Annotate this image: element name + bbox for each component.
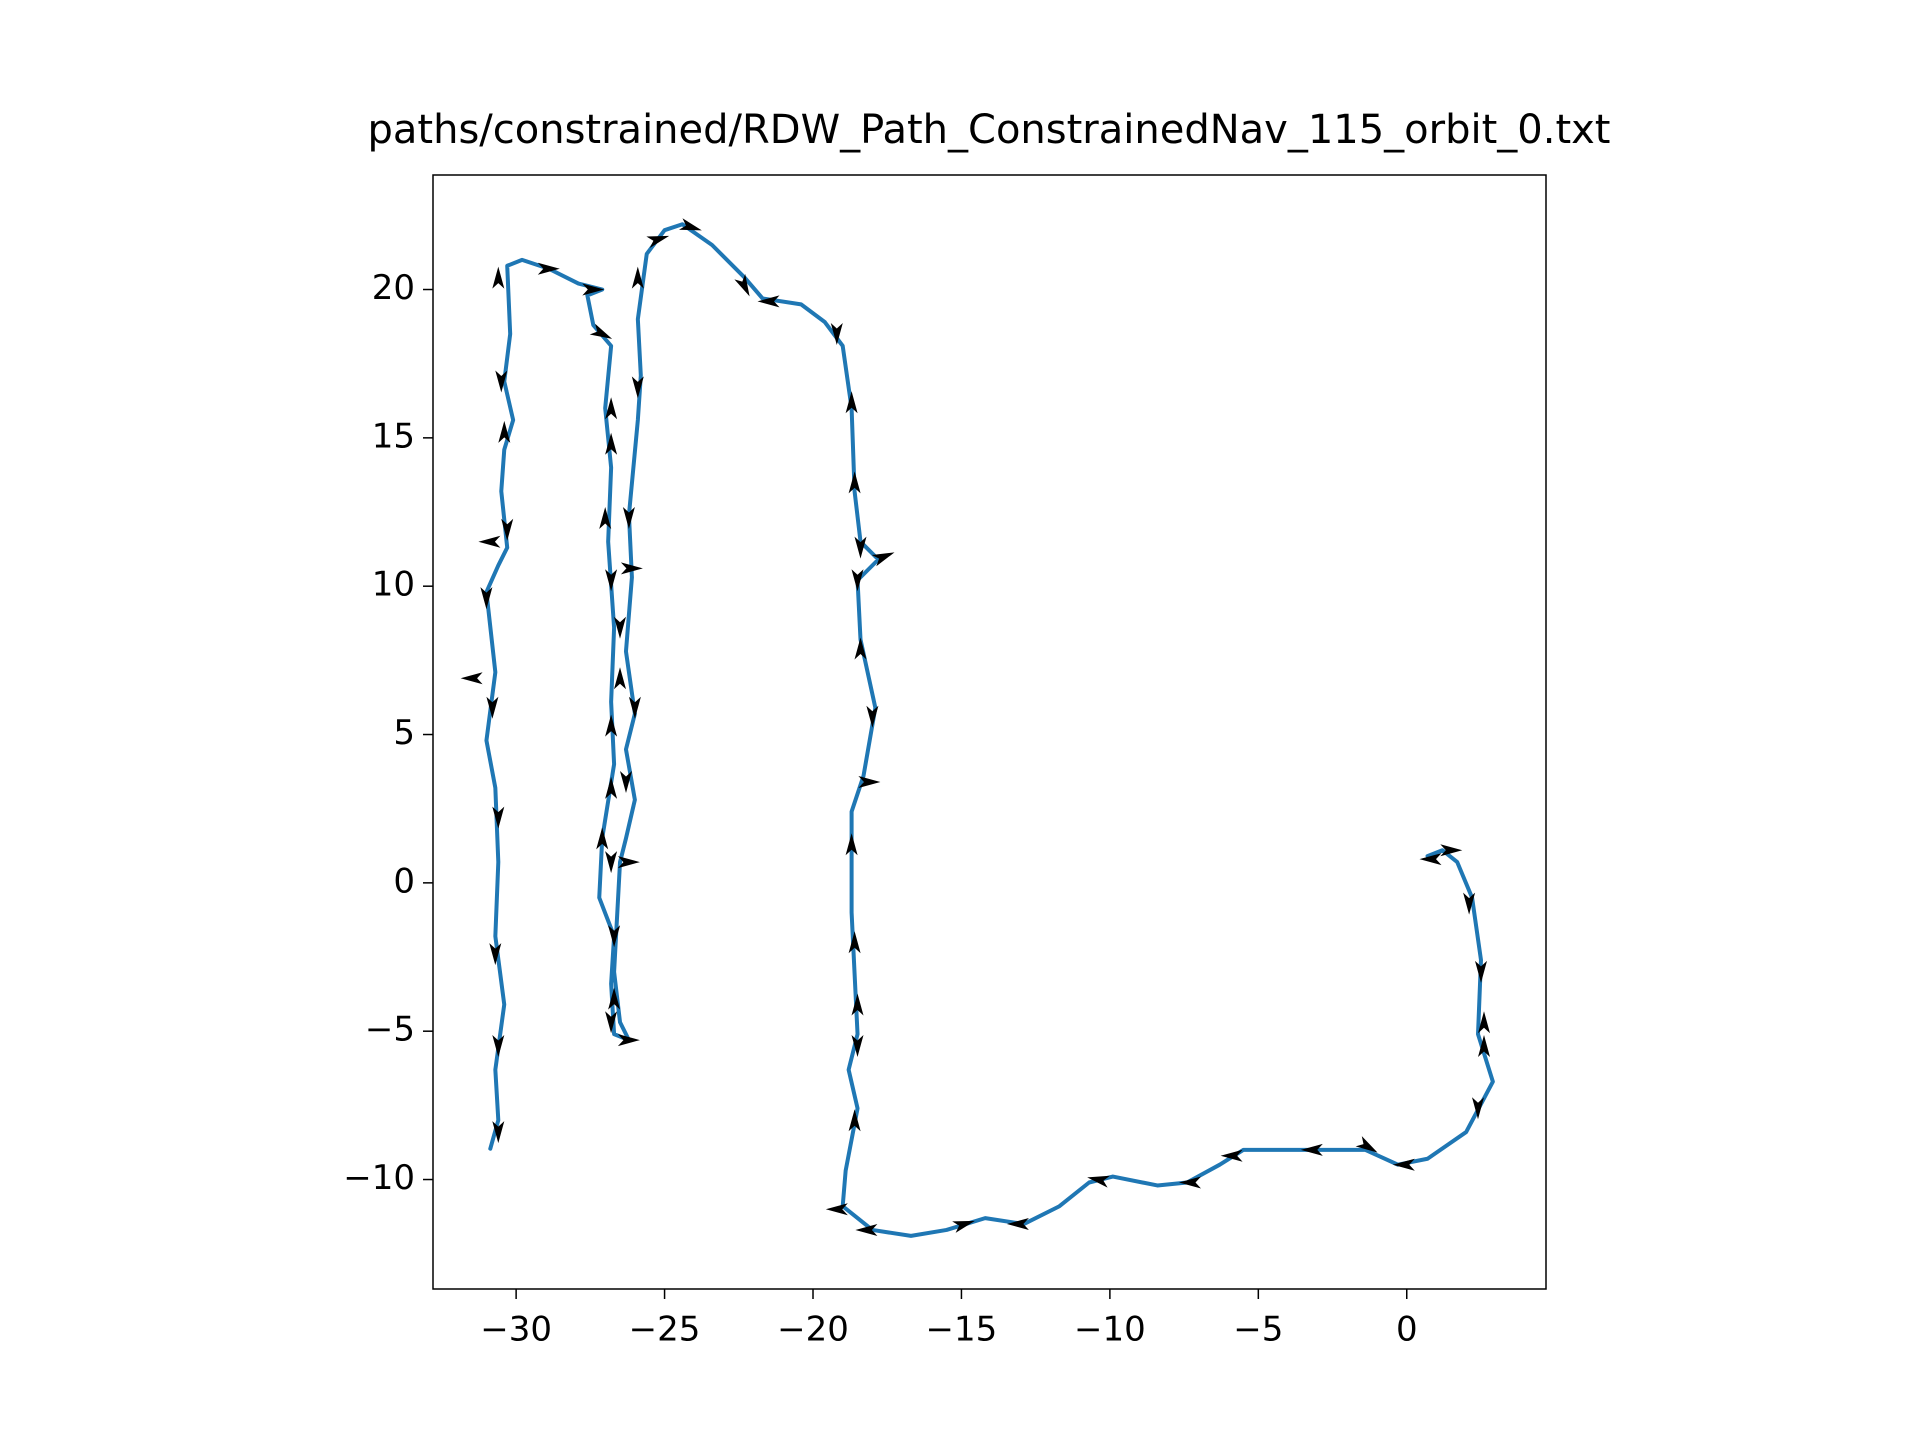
- direction-arrow: [1472, 1097, 1484, 1120]
- direction-arrow: [492, 266, 505, 289]
- direction-arrow: [866, 705, 879, 728]
- direction-arrow: [620, 771, 632, 793]
- direction-arrow: [605, 397, 618, 420]
- direction-arrow: [599, 507, 612, 529]
- direction-arrow: [1006, 1218, 1029, 1230]
- direction-arrow: [631, 376, 644, 399]
- y-tick-label: 5: [393, 713, 415, 753]
- y-tick-label: −10: [343, 1158, 415, 1198]
- direction-arrow: [617, 856, 640, 869]
- direction-arrow: [498, 420, 511, 443]
- direction-arrow: [1463, 892, 1476, 915]
- x-tick-label: −10: [1074, 1310, 1146, 1350]
- direction-arrow: [492, 1035, 505, 1057]
- direction-arrow: [460, 672, 483, 685]
- direction-arrow: [582, 283, 605, 296]
- direction-arrow: [605, 432, 618, 455]
- direction-arrow: [1478, 1011, 1490, 1034]
- direction-arrow: [1475, 960, 1487, 983]
- direction-arrow: [605, 714, 618, 737]
- direction-arrow: [628, 696, 641, 719]
- direction-arrow: [1179, 1176, 1201, 1189]
- direction-arrow: [605, 776, 618, 799]
- x-tick-label: −30: [480, 1310, 552, 1350]
- x-tick-label: −15: [926, 1310, 998, 1350]
- direction-arrow: [845, 833, 858, 856]
- direction-arrow: [1440, 844, 1463, 857]
- direction-arrow: [854, 536, 867, 559]
- direction-arrow: [622, 507, 635, 529]
- direction-arrow: [489, 943, 502, 966]
- direction-arrow: [848, 471, 861, 494]
- direction-arrow: [851, 993, 864, 1016]
- direction-arrow: [1355, 1136, 1378, 1153]
- x-tick-label: −20: [777, 1310, 849, 1350]
- direction-arrow: [631, 266, 644, 289]
- direction-arrow: [1392, 1158, 1415, 1171]
- direction-arrow: [825, 1203, 848, 1216]
- direction-arrow: [871, 552, 895, 567]
- direction-arrow: [492, 806, 505, 829]
- direction-arrow: [757, 295, 780, 308]
- direction-arrow: [589, 323, 613, 339]
- direction-arrow: [492, 1121, 505, 1144]
- y-tick-label: −5: [365, 1010, 415, 1050]
- y-tick-label: 10: [372, 565, 415, 605]
- direction-arrow: [858, 776, 881, 788]
- x-tick-label: −25: [629, 1310, 701, 1350]
- direction-arrow: [1220, 1149, 1243, 1162]
- direction-arrow: [501, 518, 514, 541]
- direction-arrow: [1300, 1143, 1323, 1156]
- direction-arrow: [537, 262, 560, 275]
- direction-arrow: [952, 1220, 975, 1233]
- direction-arrow: [854, 637, 867, 660]
- direction-arrow: [614, 616, 626, 639]
- direction-arrow: [605, 1011, 618, 1034]
- x-tick-label: −5: [1233, 1310, 1283, 1350]
- path-line: [484, 222, 1495, 1238]
- direction-arrow: [845, 391, 858, 414]
- direction-arrow: [851, 1035, 864, 1057]
- direction-arrow: [830, 323, 843, 345]
- chart-title: paths/constrained/RDW_Path_ConstrainedNa…: [368, 107, 1611, 153]
- direction-arrow: [679, 218, 702, 231]
- direction-arrow: [1087, 1175, 1110, 1188]
- direction-arrow: [855, 1224, 878, 1236]
- direction-arrow: [478, 535, 501, 548]
- direction-arrow: [608, 925, 621, 948]
- direction-arrow: [1419, 853, 1442, 866]
- direction-arrow: [486, 696, 499, 719]
- direction-arrow: [617, 1034, 640, 1047]
- direction-arrow: [495, 370, 508, 393]
- direction-arrow: [608, 987, 621, 1010]
- direction-arrow: [620, 562, 643, 575]
- direction-arrow: [734, 274, 750, 297]
- y-tick-label: 15: [372, 416, 415, 456]
- x-tick-label: 0: [1396, 1310, 1418, 1350]
- y-tick-label: 0: [393, 861, 415, 901]
- direction-arrow: [614, 667, 626, 690]
- direction-arrow: [848, 931, 861, 954]
- direction-arrow: [851, 569, 864, 592]
- direction-arrow: [605, 851, 618, 874]
- direction-arrow: [605, 569, 618, 592]
- direction-arrow: [596, 827, 609, 850]
- y-tick-label: 20: [372, 268, 415, 308]
- direction-arrow: [1478, 1035, 1490, 1057]
- direction-arrow: [646, 235, 670, 248]
- direction-arrow: [480, 587, 493, 610]
- plot-frame: [432, 174, 1547, 1290]
- direction-arrow: [848, 1109, 861, 1132]
